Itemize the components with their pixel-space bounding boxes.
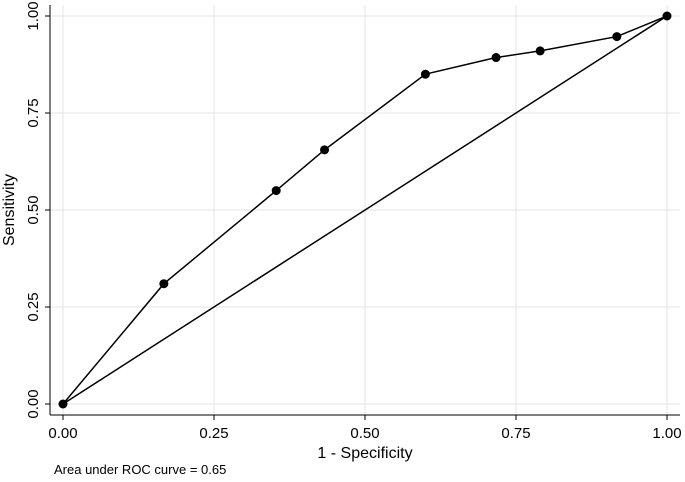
roc-point-7 [612,32,622,42]
x-tick-label-4: 1.00 [652,425,681,442]
y-tick-label-3: 0.75 [25,98,42,127]
x-tick-label-0: 0.00 [48,425,77,442]
reference-diagonal-line [62,15,668,405]
y-tick-label-1: 0.25 [25,292,42,321]
roc-point-3 [320,145,330,155]
y-tick-label-2: 0.50 [25,195,42,224]
roc-point-1 [159,279,169,289]
x-axis-title: 1 - Specificity [317,445,412,462]
x-tick-label-2: 0.50 [350,425,379,442]
axis-layer [45,5,680,420]
roc-point-5 [491,53,501,63]
x-tick-label-3: 0.75 [501,425,530,442]
roc-point-2 [271,186,281,196]
y-tick-label-0: 0.00 [25,389,42,418]
y-tick-label-4: 1.00 [25,1,42,30]
roc-point-6 [535,46,545,56]
roc-point-4 [420,69,430,79]
x-tick-label-1: 0.25 [199,425,228,442]
series-layer [58,11,672,409]
y-axis-title: Sensitivity [1,174,18,246]
grid-layer [50,5,680,415]
auc-annotation: Area under ROC curve = 0.65 [54,462,226,477]
